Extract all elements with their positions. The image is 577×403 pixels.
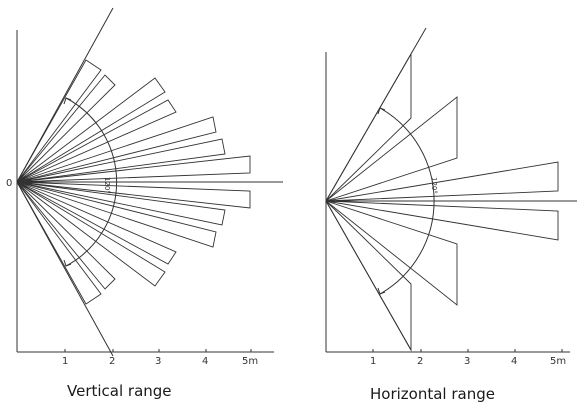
horizontal-tick-label: 5m — [550, 356, 566, 367]
horizontal-beam — [326, 201, 558, 240]
horizontal-tick-label: 4 — [511, 356, 517, 367]
horizontal-angle-label: 120° — [430, 177, 438, 194]
horizontal-beam — [326, 201, 457, 305]
vertical-tick-label: 1 — [62, 356, 68, 367]
vertical-beam — [17, 182, 250, 208]
vertical-tick-label: 5m — [242, 356, 258, 367]
horizontal-range-diagram: 120° 1 2 3 4 5m Horizontal range — [326, 28, 577, 403]
vertical-beam — [17, 182, 176, 264]
vertical-tick-label: 3 — [155, 356, 161, 367]
vertical-caption: Vertical range — [67, 382, 172, 400]
horizontal-caption: Horizontal range — [370, 385, 495, 403]
horizontal-beam — [326, 201, 411, 350]
horizontal-beams — [326, 54, 558, 350]
horizontal-tick-label: 1 — [370, 356, 376, 367]
vertical-angle-label: 120° — [103, 177, 111, 194]
vertical-tick-label: 4 — [202, 356, 208, 367]
vertical-range-diagram: 0 120° 1 2 3 4 5m Vertical range — [6, 8, 283, 400]
vertical-tick-label: 2 — [109, 356, 115, 367]
horizontal-beam — [326, 162, 558, 201]
vertical-beam — [17, 100, 176, 182]
vertical-arc-arrow-top — [64, 98, 71, 104]
horizontal-tick-label: 3 — [464, 356, 470, 367]
vertical-origin-label: 0 — [6, 178, 12, 189]
horizontal-beam — [326, 54, 411, 201]
vertical-beam — [17, 156, 250, 182]
horizontal-tick-label: 2 — [417, 356, 423, 367]
vertical-arc-arrow-bottom — [64, 260, 71, 266]
